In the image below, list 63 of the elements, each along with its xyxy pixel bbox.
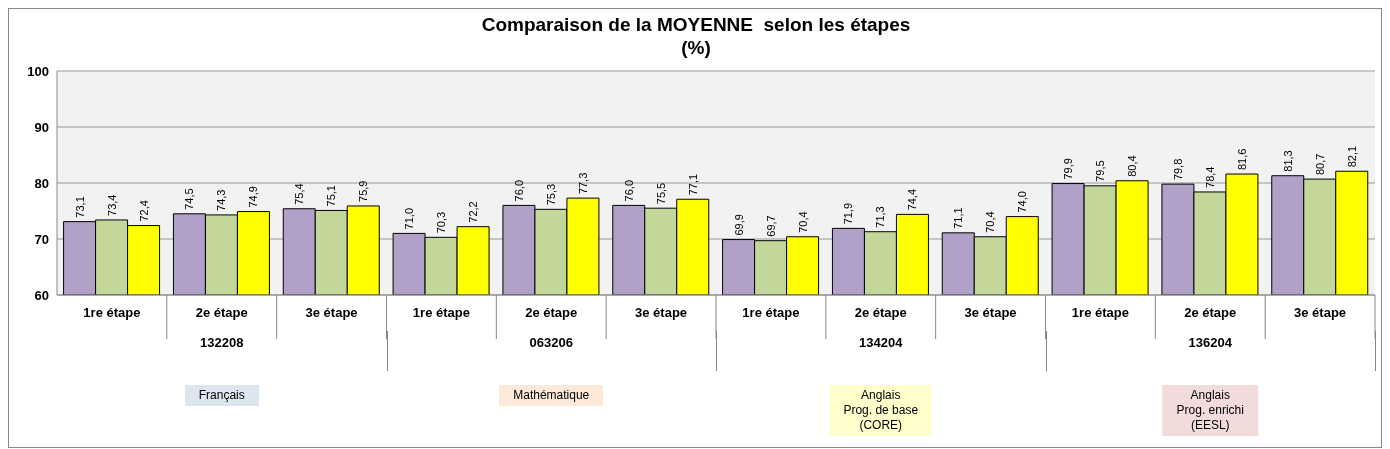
data-label: 81,6	[1235, 148, 1248, 171]
data-label: 75,3	[544, 183, 557, 206]
x-tick-label: 1re étape	[412, 305, 470, 320]
data-label: 73,1	[73, 196, 86, 218]
x-tick-label: 1re étape	[83, 305, 141, 320]
data-label: 69,7	[764, 215, 777, 237]
text: 136204	[1187, 335, 1233, 350]
x-tick-label: 2e étape	[525, 305, 578, 320]
data-label: 79,9	[1062, 158, 1075, 180]
data-label: 73,4	[105, 194, 118, 216]
text: Français	[184, 385, 259, 406]
data-label: 74,5	[183, 188, 196, 210]
text: Anglais Prog. enrichi (EESL)	[1162, 385, 1258, 436]
data-label: 82,1	[1345, 145, 1358, 168]
x-tick-label: 1re étape	[1071, 305, 1129, 320]
data-label: 69,9	[732, 214, 745, 236]
x-tick-label: 3e étape	[305, 305, 358, 320]
data-label: 80,4	[1126, 155, 1139, 177]
data-label: 80,7	[1313, 153, 1326, 176]
data-label: 70,4	[984, 211, 997, 233]
data-label: 77,3	[576, 172, 589, 195]
data-label: 78,4	[1203, 166, 1216, 188]
y-tick-label: 100	[27, 63, 49, 79]
chart-subtitle: (%)	[680, 36, 712, 59]
data-label: 76,0	[512, 179, 525, 202]
text: Anglais Prog. de base (CORE)	[829, 385, 933, 436]
data-label: 70,3	[435, 211, 448, 234]
data-label: 71,1	[952, 207, 965, 229]
data-label: 74,0	[1016, 191, 1029, 213]
y-tick-label: 80	[34, 175, 49, 191]
data-label: 81,3	[1281, 150, 1294, 172]
x-tick-label: 3e étape	[1294, 305, 1347, 320]
text: 134204	[858, 335, 904, 350]
data-label: 71,3	[874, 206, 887, 228]
x-tick-label: 3e étape	[964, 305, 1017, 320]
data-label: 72,4	[137, 200, 150, 222]
data-label: 74,9	[247, 186, 260, 208]
data-label: 71,0	[403, 207, 416, 230]
x-tick-label: 1re étape	[742, 305, 800, 320]
y-tick-label: 70	[34, 231, 49, 247]
text: 063206	[528, 335, 574, 350]
data-label: 75,1	[325, 185, 338, 207]
data-label: 79,5	[1094, 160, 1107, 182]
data-label: 72,2	[467, 201, 480, 223]
data-label: 71,9	[842, 202, 855, 225]
data-label: 74,3	[215, 189, 228, 211]
x-tick-label: 2e étape	[195, 305, 248, 320]
x-tick-label: 2e étape	[1184, 305, 1237, 320]
y-tick-label: 90	[34, 119, 49, 135]
data-label: 70,4	[796, 211, 809, 233]
data-label: 76,0	[622, 179, 635, 202]
data-label: 75,5	[654, 182, 667, 205]
chart-title: Comparaison de la MOYENNE selon les étapes	[480, 13, 912, 36]
text: Mathématique	[499, 385, 604, 406]
x-tick-label: 2e étape	[854, 305, 907, 320]
data-label: 75,4	[293, 183, 306, 205]
y-tick-label: 60	[34, 287, 49, 303]
data-label: 75,9	[357, 180, 370, 202]
data-label: 79,8	[1171, 158, 1184, 181]
data-label: 74,4	[906, 188, 919, 211]
x-tick-label: 3e étape	[635, 305, 688, 320]
text: 132208	[199, 335, 245, 350]
data-label: 77,1	[686, 173, 699, 196]
